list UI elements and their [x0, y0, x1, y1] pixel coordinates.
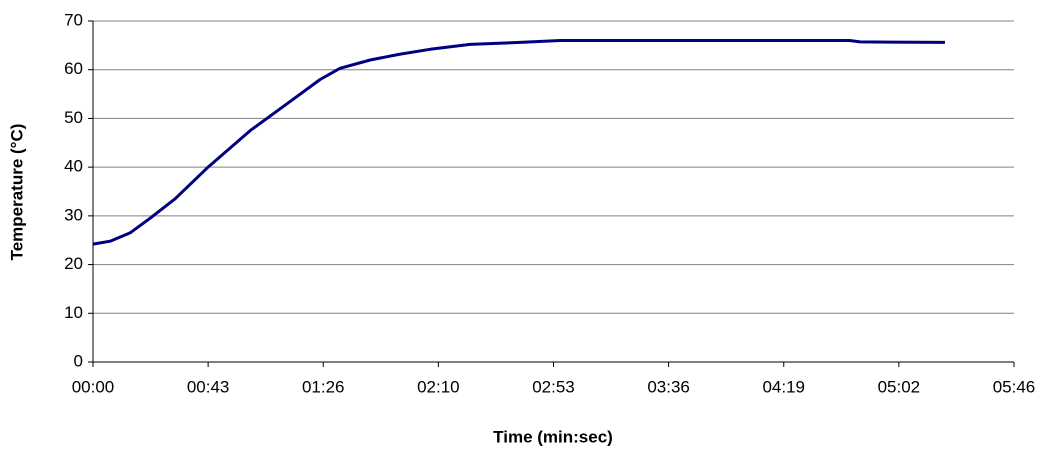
- y-tick-label: 0: [74, 351, 83, 370]
- x-tick-label: 05:02: [878, 377, 921, 396]
- x-tick-label: 00:00: [72, 377, 115, 396]
- y-tick-label: 60: [64, 59, 83, 78]
- x-tick-label: 01:26: [302, 377, 345, 396]
- x-tick-label: 00:43: [187, 377, 230, 396]
- x-tick-label: 02:53: [532, 377, 575, 396]
- x-tick-label: 04:19: [762, 377, 805, 396]
- y-tick-label: 20: [64, 254, 83, 273]
- y-tick-label: 40: [64, 157, 83, 176]
- y-tick-label: 30: [64, 205, 83, 224]
- data-line: [92, 39, 946, 246]
- y-tick-label: 50: [64, 108, 83, 127]
- x-axis-title: Time (min:sec): [493, 427, 613, 446]
- y-tick-label: 10: [64, 303, 83, 322]
- x-tick-label: 03:36: [647, 377, 690, 396]
- y-axis-title: Temperature (°C): [7, 124, 26, 261]
- x-tick-label: 05:46: [993, 377, 1036, 396]
- x-tick-label: 02:10: [417, 377, 460, 396]
- y-tick-label: 70: [64, 10, 83, 29]
